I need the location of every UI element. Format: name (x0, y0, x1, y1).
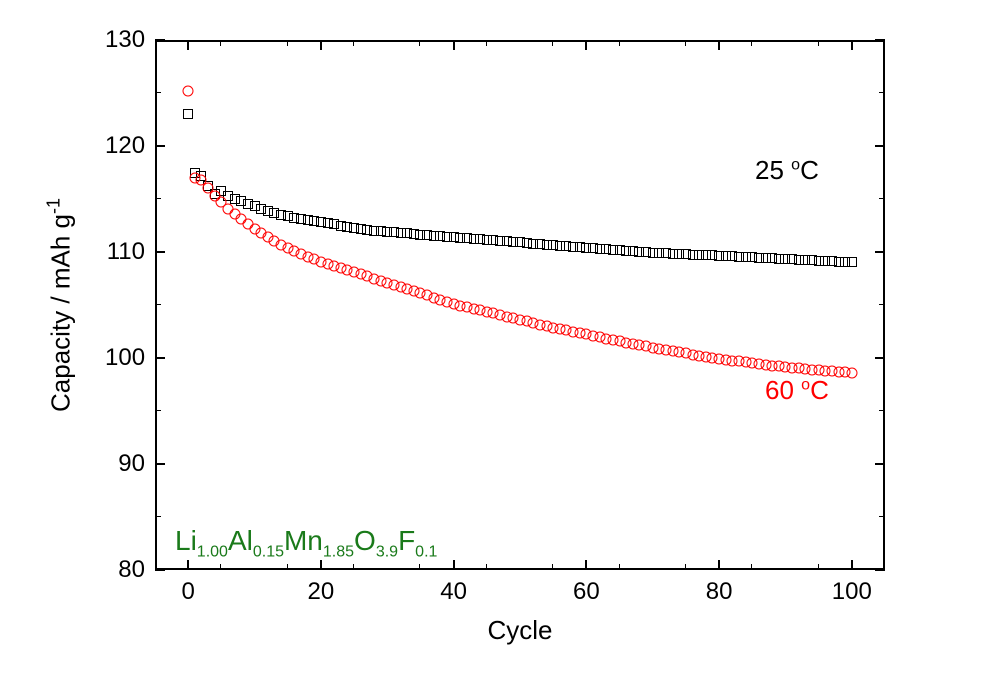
x-tick-label: 100 (832, 578, 872, 606)
y-tick-label: 130 (105, 26, 145, 54)
x-tick-label: 40 (440, 578, 467, 606)
y-tick-label: 100 (105, 344, 145, 372)
y-tick-label: 80 (105, 556, 145, 584)
data-point-60C (183, 85, 194, 96)
x-tick-label: 0 (181, 578, 194, 606)
data-point-25C (847, 257, 857, 267)
y-tick-label: 90 (105, 450, 145, 478)
x-tick-label: 20 (308, 578, 335, 606)
chart-annotation: 60 oC (765, 375, 829, 406)
y-tick-label: 120 (105, 132, 145, 160)
y-tick-label: 110 (105, 238, 145, 266)
data-point-25C (183, 109, 193, 119)
data-point-60C (846, 367, 857, 378)
x-axis-title: Cycle (487, 615, 552, 646)
chart-annotation: 25 oC (755, 155, 819, 186)
x-tick-label: 60 (573, 578, 600, 606)
y-axis-title: Capacity / mAh g-1 (44, 198, 77, 412)
chart-annotation: Li1.00Al0.15Mn1.85O3.9F0.1 (175, 525, 437, 562)
x-tick-label: 80 (706, 578, 733, 606)
